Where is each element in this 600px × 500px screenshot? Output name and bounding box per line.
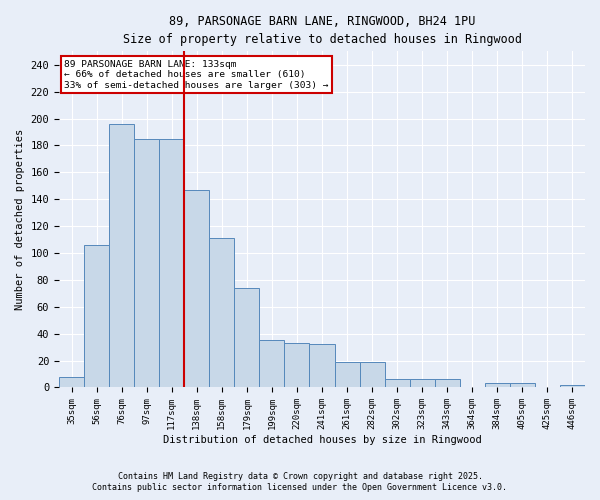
Bar bbox=[259, 340, 284, 388]
Bar bbox=[560, 385, 585, 388]
Bar bbox=[359, 362, 385, 388]
Text: Contains HM Land Registry data © Crown copyright and database right 2025.
Contai: Contains HM Land Registry data © Crown c… bbox=[92, 472, 508, 492]
X-axis label: Distribution of detached houses by size in Ringwood: Distribution of detached houses by size … bbox=[163, 435, 481, 445]
Text: 89 PARSONAGE BARN LANE: 133sqm
← 66% of detached houses are smaller (610)
33% of: 89 PARSONAGE BARN LANE: 133sqm ← 66% of … bbox=[64, 60, 329, 90]
Bar bbox=[284, 343, 310, 388]
Bar bbox=[485, 384, 510, 388]
Bar bbox=[184, 190, 209, 388]
Bar bbox=[335, 362, 359, 388]
Bar bbox=[435, 380, 460, 388]
Bar bbox=[510, 384, 535, 388]
Bar bbox=[159, 138, 184, 388]
Bar bbox=[84, 245, 109, 388]
Bar bbox=[310, 344, 335, 388]
Bar bbox=[235, 288, 259, 388]
Bar bbox=[134, 138, 159, 388]
Title: 89, PARSONAGE BARN LANE, RINGWOOD, BH24 1PU
Size of property relative to detache: 89, PARSONAGE BARN LANE, RINGWOOD, BH24 … bbox=[122, 15, 521, 46]
Bar bbox=[410, 380, 435, 388]
Y-axis label: Number of detached properties: Number of detached properties bbox=[15, 129, 25, 310]
Bar bbox=[385, 380, 410, 388]
Bar bbox=[109, 124, 134, 388]
Bar bbox=[59, 376, 84, 388]
Bar bbox=[209, 238, 235, 388]
